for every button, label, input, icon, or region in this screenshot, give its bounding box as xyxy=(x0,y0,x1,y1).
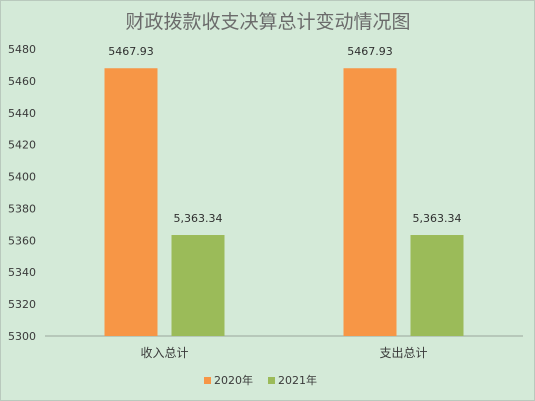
y-tick-label: 5340 xyxy=(8,266,36,279)
legend-label: 2021年 xyxy=(278,373,317,387)
data-label: 5,363.34 xyxy=(174,212,223,225)
legend-label: 2020年 xyxy=(214,373,253,387)
bar-2020年-支出总计 xyxy=(343,68,397,337)
y-axis: 5300 5320 5340 5360 5380 5400 5420 5440 5460 5480 xyxy=(8,43,36,343)
y-tick-label: 5420 xyxy=(8,139,36,152)
x-category-label: 收入总计 xyxy=(140,346,188,360)
legend: 2020年 2021年 xyxy=(204,373,317,387)
y-tick-label: 5460 xyxy=(8,75,36,88)
y-tick-label: 5300 xyxy=(8,330,36,343)
bars-group: 5467.93 5,363.34 5467.93 5,363.34 xyxy=(104,45,464,337)
x-category-label: 支出总计 xyxy=(379,346,427,360)
data-label: 5467.93 xyxy=(347,45,393,58)
legend-swatch xyxy=(204,377,211,384)
bar-2021年-支出总计 xyxy=(410,235,464,336)
bar-2021年-收入总计 xyxy=(171,235,225,336)
x-axis: 收入总计 支出总计 xyxy=(140,346,427,360)
y-tick-label: 5440 xyxy=(8,107,36,120)
y-tick-label: 5400 xyxy=(8,171,36,184)
chart-title: 财政拨款收支决算总计变动情况图 xyxy=(125,11,410,33)
y-tick-label: 5360 xyxy=(8,234,36,247)
bar-2020年-收入总计 xyxy=(104,68,158,337)
data-label: 5467.93 xyxy=(108,45,154,58)
y-tick-label: 5480 xyxy=(8,43,36,56)
legend-swatch xyxy=(268,377,275,384)
y-tick-label: 5320 xyxy=(8,298,36,311)
data-label: 5,363.34 xyxy=(413,212,462,225)
y-tick-label: 5380 xyxy=(8,202,36,215)
